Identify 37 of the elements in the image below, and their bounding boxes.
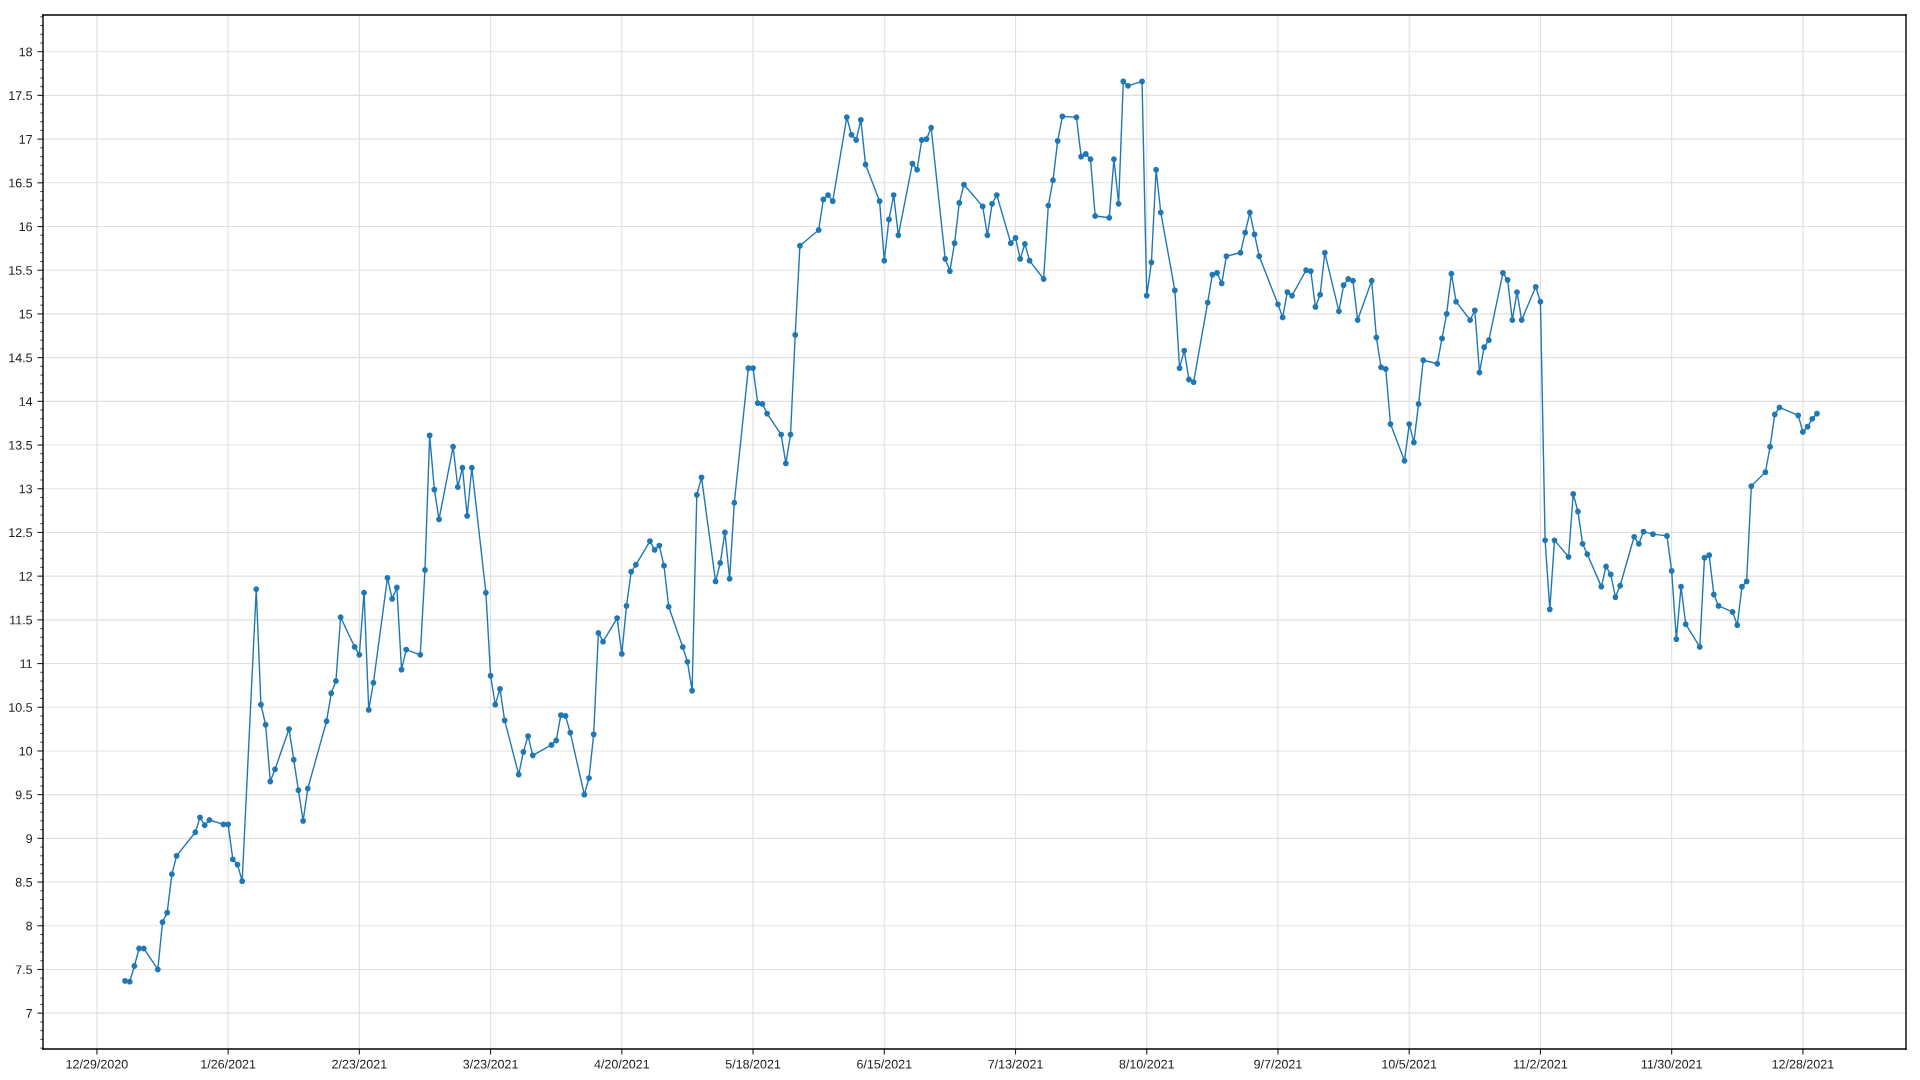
x-tick-label: 12/29/2020 <box>66 1059 128 1069</box>
y-tick-label: 13.5 <box>9 440 33 450</box>
y-tick-label: 14.5 <box>9 353 33 363</box>
y-tick-label: 10 <box>19 746 33 756</box>
y-tick-label: 9 <box>26 834 32 844</box>
x-tick-label: 5/18/2021 <box>725 1059 781 1069</box>
x-tick-label: 6/15/2021 <box>857 1059 912 1069</box>
y-tick-label: 17 <box>19 135 32 144</box>
y-tick-label: 14 <box>19 397 33 406</box>
y-tick-label: 15 <box>19 309 33 319</box>
y-tick-label: 10.5 <box>9 703 33 712</box>
y-tick-label: 7 <box>26 1009 32 1018</box>
x-tick-label: 11/30/2021 <box>1641 1059 1702 1069</box>
y-tick-label: 11 <box>20 659 32 669</box>
y-tick-label: 16 <box>19 222 33 232</box>
x-tick-label: 2/23/2021 <box>332 1059 387 1069</box>
y-tick-label: 11.5 <box>10 615 33 625</box>
y-tick-label: 18 <box>19 47 33 57</box>
x-tick-label: 10/5/2021 <box>1382 1059 1437 1069</box>
y-tick-label: 13 <box>19 484 33 494</box>
y-tick-label: 15.5 <box>9 266 33 275</box>
y-tick-label: 7.5 <box>15 965 33 975</box>
x-tick-label: 12/28/2021 <box>1772 1059 1834 1069</box>
y-tick-label: 8 <box>26 921 33 931</box>
x-tick-label: 3/23/2021 <box>463 1059 518 1069</box>
x-tick-label: 9/7/2021 <box>1254 1059 1302 1069</box>
x-tick-label: 11/2/2021 <box>1514 1059 1568 1069</box>
y-tick-label: 12 <box>19 571 32 581</box>
x-tick-label: 4/20/2021 <box>594 1059 650 1069</box>
y-tick-label: 9.5 <box>15 790 33 800</box>
x-tick-label: 7/13/2021 <box>988 1059 1043 1069</box>
x-tick-label: 8/10/2021 <box>1119 1059 1174 1069</box>
y-tick-label: 16.5 <box>9 178 33 188</box>
x-tick-label: 1/26/2021 <box>201 1059 256 1069</box>
y-tick-label: 17.5 <box>9 91 33 101</box>
y-tick-label: 12.5 <box>9 528 33 538</box>
y-tick-label: 8.5 <box>15 877 33 887</box>
